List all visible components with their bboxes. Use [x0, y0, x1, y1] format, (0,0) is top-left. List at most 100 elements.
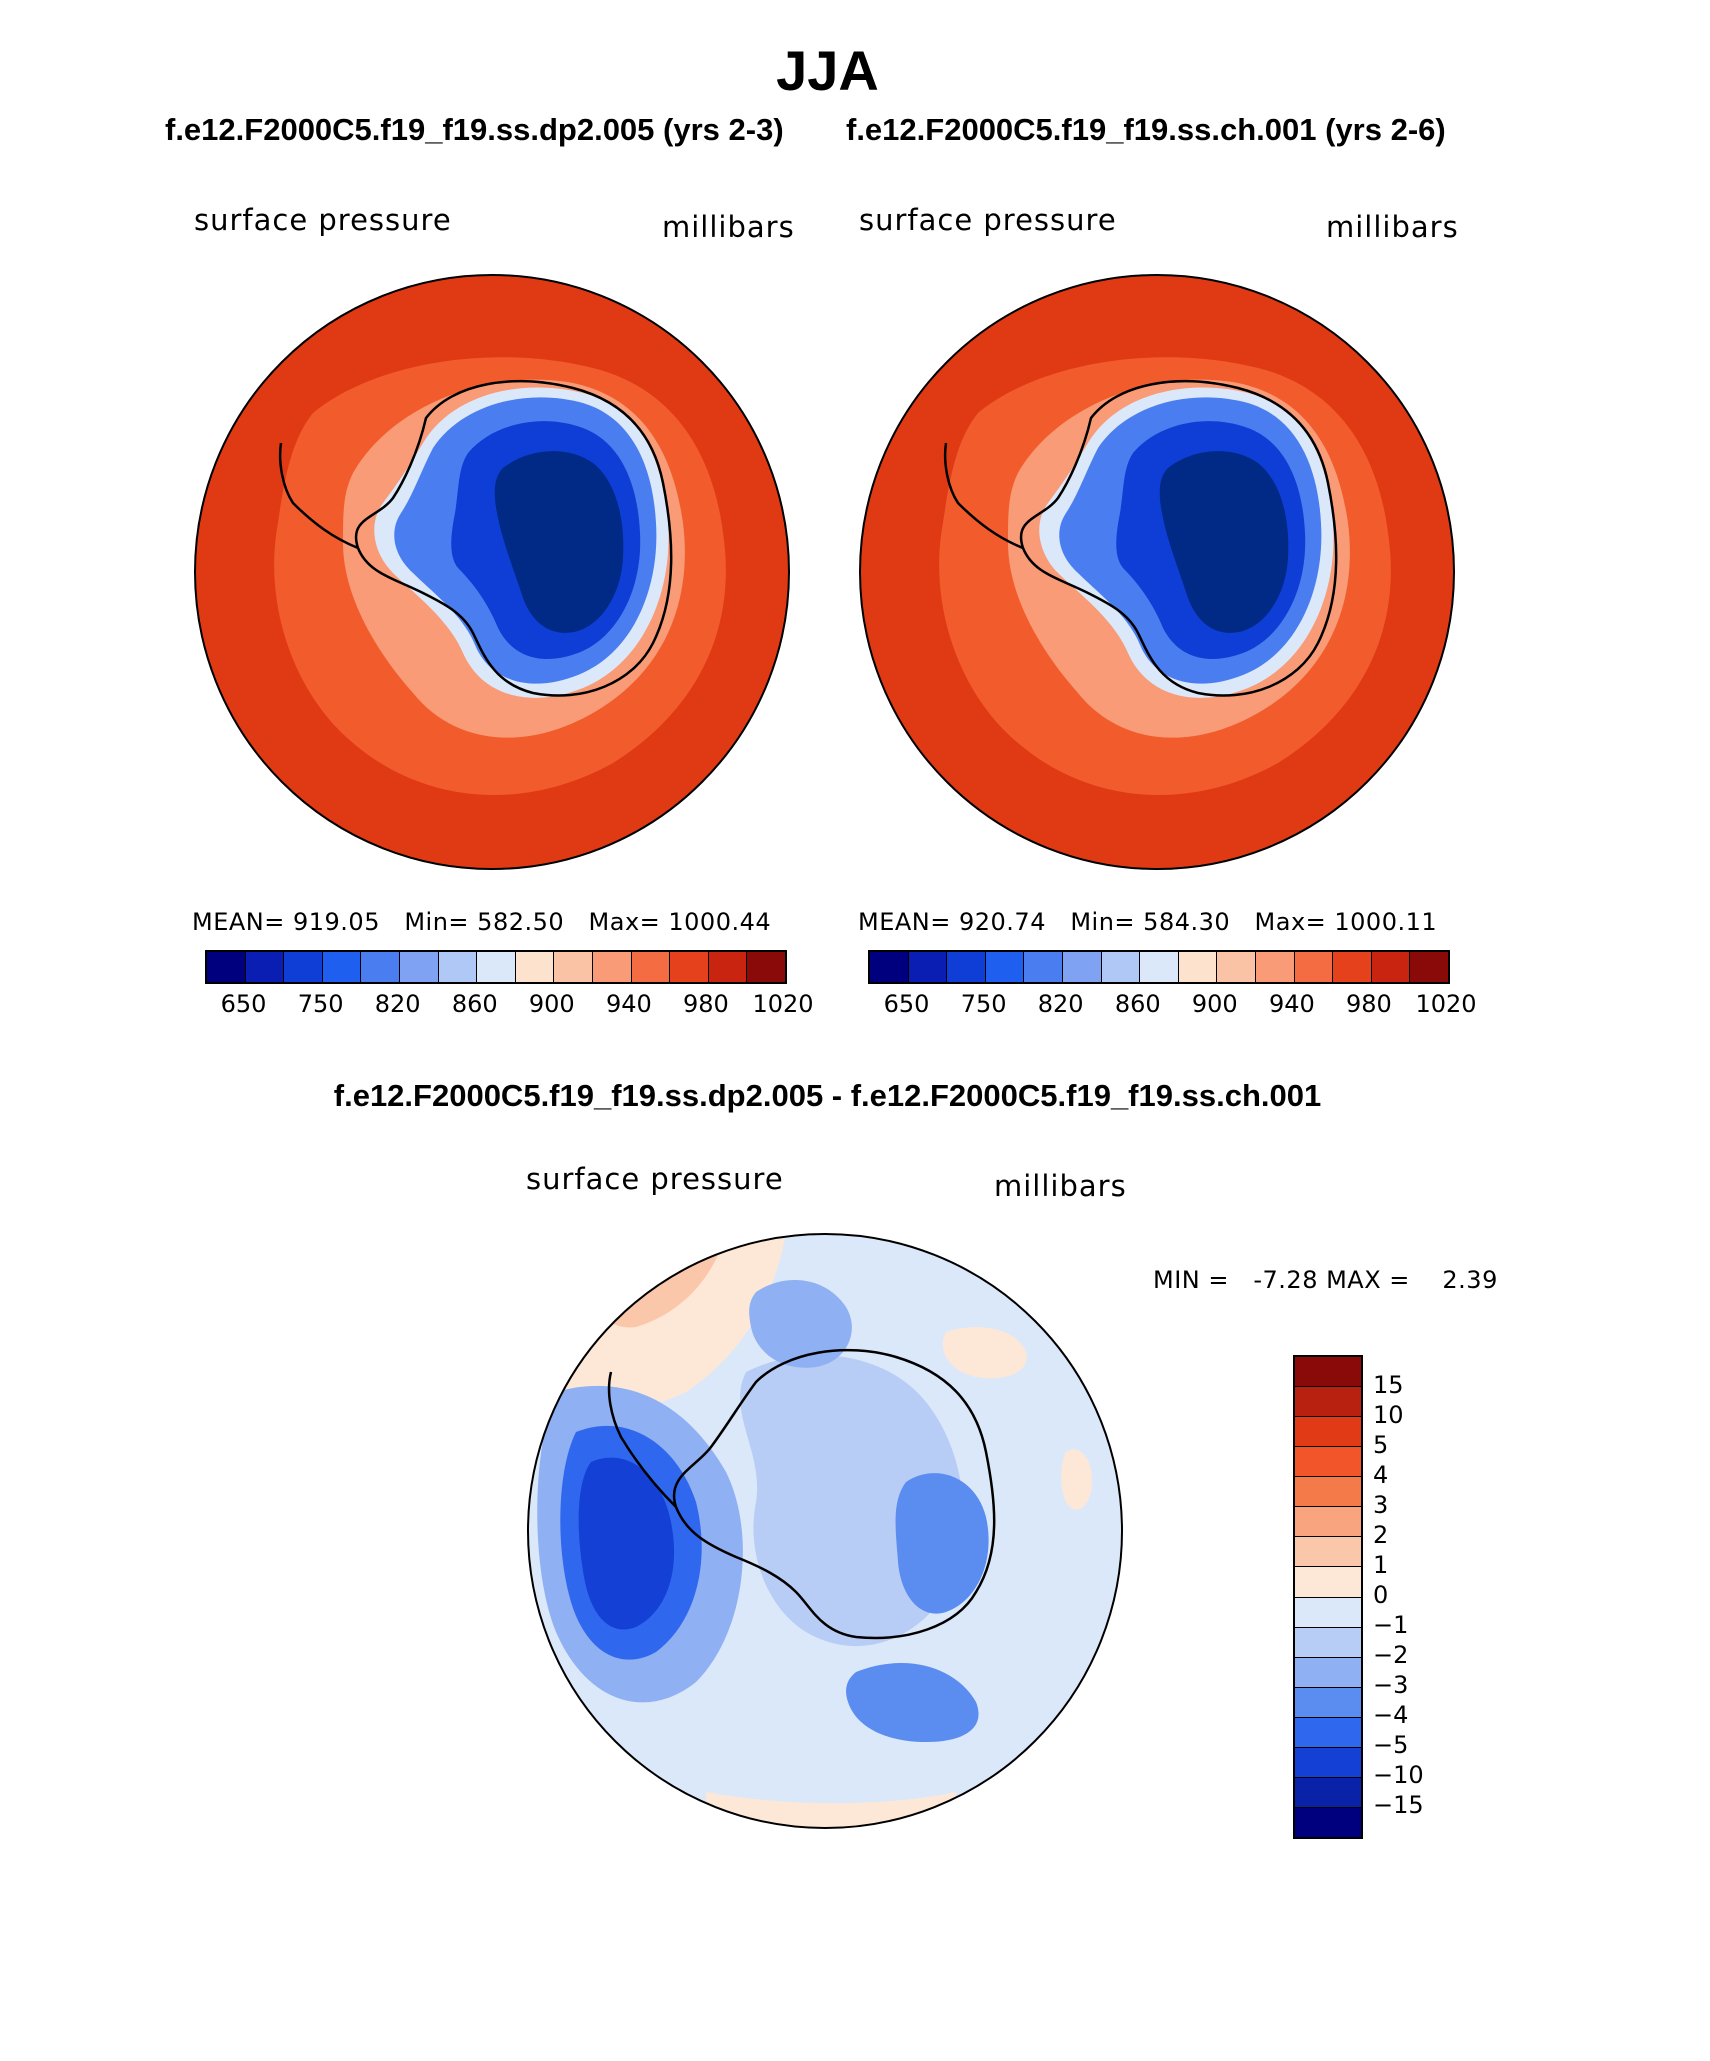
colorbar-swatch	[1295, 1717, 1361, 1748]
colorbar-swatch	[1062, 952, 1102, 982]
colorbar-swatch	[1294, 952, 1334, 982]
panel2-variable-label: surface pressure	[859, 203, 1117, 237]
colorbar-tick-label: 750	[297, 990, 344, 1018]
colorbar-swatch	[1295, 1747, 1361, 1778]
colorbar-swatch	[438, 952, 478, 982]
panel1-colorbar	[205, 950, 787, 984]
diff-variable-label: surface pressure	[526, 1162, 784, 1196]
colorbar-swatch	[1217, 952, 1256, 982]
colorbar-tick-label: 650	[883, 990, 930, 1018]
colorbar-tick-label: 860	[451, 990, 498, 1018]
colorbar-swatch	[1255, 952, 1295, 982]
colorbar-swatch	[322, 952, 362, 982]
coastline	[672, 1348, 996, 1640]
colorbar-tick-label: 3	[1373, 1491, 1389, 1519]
peninsula-coast	[943, 442, 1024, 550]
colorbar-tick-label: 820	[1037, 990, 1084, 1018]
colorbar-swatch	[1295, 1657, 1361, 1688]
colorbar-tick-label: −4	[1373, 1701, 1409, 1729]
colorbar-tick-label: 4	[1373, 1461, 1389, 1489]
colorbar-tick-label: 5	[1373, 1431, 1389, 1459]
colorbar-tick-label: 900	[528, 990, 575, 1018]
colorbar-swatch	[1295, 1387, 1361, 1418]
colorbar-swatch	[1024, 952, 1063, 982]
diff-units-label: millibars	[994, 1169, 1127, 1203]
colorbar-swatch	[670, 952, 709, 982]
colorbar-tick-label: 1020	[752, 990, 814, 1018]
panel2-colorbar-ticks: 650 750 820 860 900 940 980 1020	[868, 990, 1477, 1020]
negative-lobe-north	[749, 1280, 852, 1368]
colorbar-tick-label: 900	[1191, 990, 1238, 1018]
colorbar-tick-label: 750	[960, 990, 1007, 1018]
panel2-colorbar	[868, 950, 1450, 984]
colorbar-swatch	[592, 952, 632, 982]
ice-core	[1159, 451, 1289, 633]
diff-minmax: MIN = -7.28 MAX = 2.39	[1153, 1266, 1498, 1294]
colorbar-swatch	[1295, 1777, 1361, 1808]
ice-core	[494, 451, 624, 633]
panel1-colorbar-ticks: 650 750 820 860 900 940 980 1020	[205, 990, 814, 1020]
case1-title: f.e12.F2000C5.f19_f19.ss.dp2.005 (yrs 2-…	[165, 112, 784, 147]
colorbar-swatch	[245, 952, 285, 982]
colorbar-tick-label: 940	[1268, 990, 1315, 1018]
colorbar-swatch	[1295, 1687, 1361, 1718]
colorbar-swatch	[908, 952, 948, 982]
case2-title: f.e12.F2000C5.f19_f19.ss.ch.001 (yrs 2-6…	[846, 112, 1446, 147]
panel2-map	[859, 274, 1455, 870]
peninsula-coast	[607, 1371, 677, 1508]
colorbar-tick-label: −1	[1373, 1611, 1409, 1639]
colorbar-swatch	[1101, 952, 1141, 982]
colorbar-swatch	[477, 952, 516, 982]
colorbar-swatch	[515, 952, 555, 982]
panel1-units-label: millibars	[662, 210, 795, 244]
colorbar-tick-label: 980	[683, 990, 729, 1018]
panel2-stats: MEAN= 920.74 Min= 584.30 Max= 1000.11	[858, 908, 1438, 936]
negative-band-se	[846, 1663, 979, 1742]
colorbar-tick-label: 1020	[1415, 990, 1477, 1018]
colorbar-swatch	[554, 952, 593, 982]
season-title: JJA	[776, 39, 879, 102]
colorbar-swatch	[1410, 952, 1448, 982]
colorbar-swatch	[1295, 1807, 1361, 1837]
colorbar-tick-label: −15	[1373, 1791, 1424, 1819]
colorbar-swatch	[207, 952, 246, 982]
colorbar-tick-label: 0	[1373, 1581, 1389, 1609]
colorbar-tick-label: 940	[605, 990, 652, 1018]
colorbar-swatch	[1178, 952, 1218, 982]
coastline	[1019, 380, 1338, 697]
colorbar-swatch	[1140, 952, 1179, 982]
colorbar-swatch	[1295, 1507, 1361, 1538]
colorbar-tick-label: 1	[1373, 1551, 1389, 1579]
colorbar-tick-label: 650	[220, 990, 267, 1018]
colorbar-swatch	[1295, 1447, 1361, 1478]
diff-colorbar	[1293, 1355, 1363, 1839]
colorbar-swatch	[870, 952, 909, 982]
colorbar-tick-label: 15	[1373, 1371, 1404, 1399]
colorbar-swatch	[708, 952, 748, 982]
colorbar-tick-label: 820	[374, 990, 421, 1018]
colorbar-tick-label: 2	[1373, 1521, 1389, 1549]
colorbar-swatch	[631, 952, 671, 982]
colorbar-tick-label: −5	[1373, 1731, 1409, 1759]
panel1-stats: MEAN= 919.05 Min= 582.50 Max= 1000.44	[192, 908, 772, 936]
colorbar-swatch	[1295, 1357, 1361, 1388]
panel1-map	[194, 274, 790, 870]
colorbar-tick-label: −3	[1373, 1671, 1409, 1699]
positive-anomaly-e	[1061, 1449, 1092, 1510]
colorbar-swatch	[399, 952, 439, 982]
diff-title: f.e12.F2000C5.f19_f19.ss.dp2.005 - f.e12…	[333, 1078, 1322, 1113]
diff-colorbar-ticks: 15 10 5 4 3 2 1 0 −1 −2 −3 −4 −5 −10 −15	[1373, 1355, 1453, 1835]
positive-anomaly-ne	[942, 1327, 1027, 1379]
colorbar-swatch	[1295, 1477, 1361, 1508]
colorbar-tick-label: 860	[1114, 990, 1161, 1018]
negative-core-east	[895, 1473, 989, 1614]
colorbar-tick-label: 10	[1373, 1401, 1404, 1429]
colorbar-tick-label: −10	[1373, 1761, 1424, 1789]
colorbar-swatch	[361, 952, 400, 982]
colorbar-swatch	[1295, 1417, 1361, 1448]
colorbar-tick-label: −2	[1373, 1641, 1409, 1669]
peninsula-coast	[278, 442, 359, 550]
panel2-units-label: millibars	[1326, 210, 1459, 244]
colorbar-swatch	[1295, 1567, 1361, 1598]
colorbar-swatch	[1295, 1627, 1361, 1658]
